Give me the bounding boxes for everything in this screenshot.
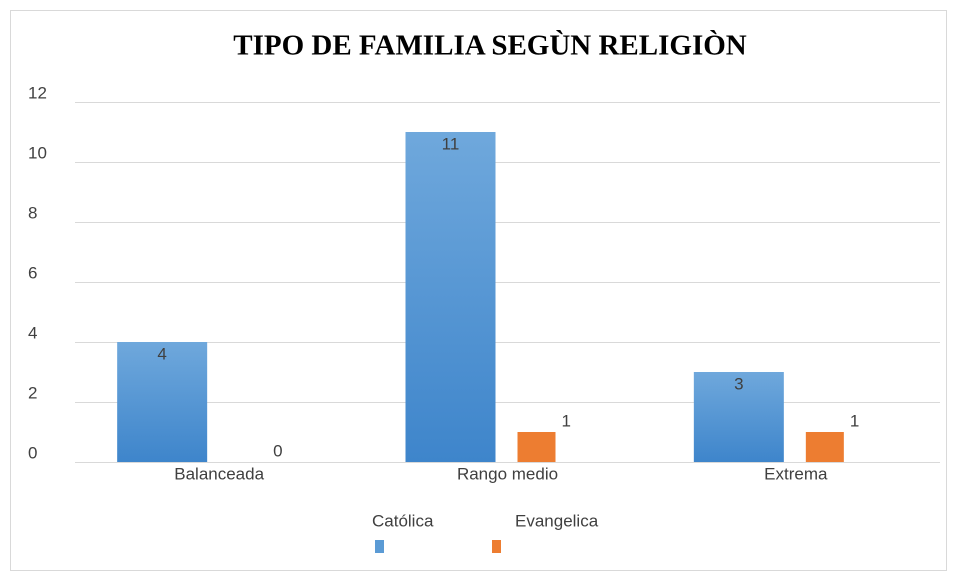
x-tick-label: Rango medio [457,464,558,483]
data-label: 4 [157,344,166,363]
y-tick-label: 10 [28,143,47,162]
bar [805,432,844,462]
x-tick-label: Extrema [764,464,828,483]
legend-swatch [375,540,384,553]
legend-swatch [492,540,501,553]
chart-title: TIPO DE FAMILIA SEGÙN RELIGIÒN [233,29,747,62]
bar [405,132,496,462]
y-tick-label: 12 [28,83,47,102]
bar [117,342,208,462]
data-label: 3 [734,374,743,393]
y-tick-label: 8 [28,203,37,222]
y-tick-label: 6 [28,263,37,282]
data-label: 1 [562,411,571,430]
data-label: 1 [850,411,859,430]
y-tick-label: 2 [28,383,37,402]
y-tick-label: 4 [28,323,37,342]
x-tick-label: Balanceada [174,464,264,483]
data-label: 0 [273,441,282,460]
bar [517,432,556,462]
bar [693,372,784,462]
y-tick-label: 0 [28,443,37,462]
legend-label: Católica [372,511,434,530]
data-label: 11 [442,134,460,153]
legend-label: Evangelica [515,511,599,530]
